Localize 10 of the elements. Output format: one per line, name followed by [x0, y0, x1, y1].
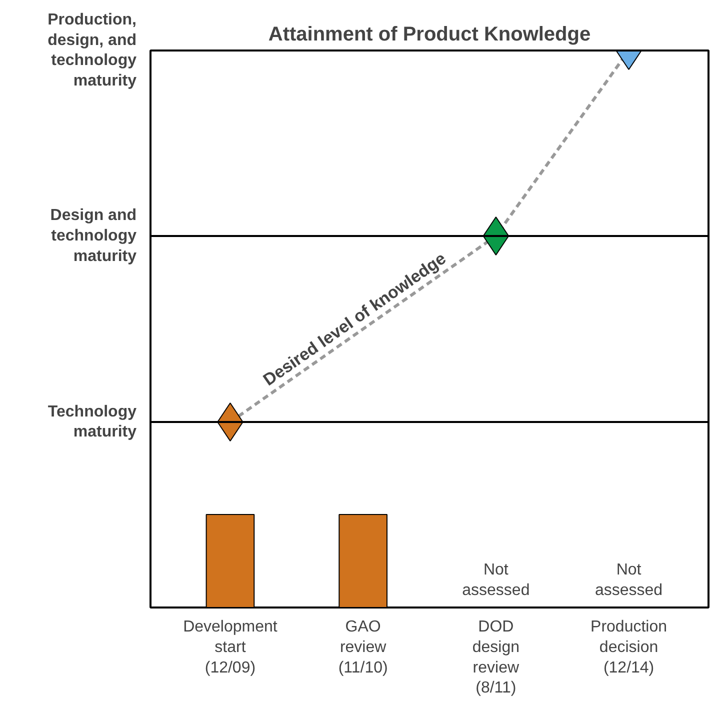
chart-title: Attainment of Product Knowledge — [268, 24, 591, 46]
ref-line-label: Technology maturity — [48, 403, 137, 441]
x-tick-label: DOD design review (8/11) — [472, 618, 520, 697]
x-tick-label: Development start (12/09) — [183, 618, 278, 676]
ref-line-label: Production, design, and technology maturity — [48, 11, 137, 90]
annotation: Not assessed — [462, 562, 530, 600]
x-tick-label: Production decision (12/14) — [590, 618, 668, 676]
ref-line-label: Design and technology maturity — [50, 207, 137, 265]
x-tick-label: GAO review (11/10) — [338, 618, 388, 676]
annotation: Not assessed — [594, 562, 663, 600]
